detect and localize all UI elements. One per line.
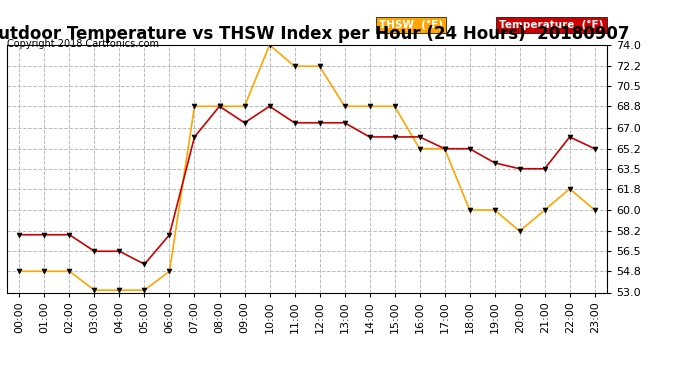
Title: Outdoor Temperature vs THSW Index per Hour (24 Hours)  20180907: Outdoor Temperature vs THSW Index per Ho… [0,26,630,44]
Text: THSW  (°F): THSW (°F) [379,20,443,30]
Text: Copyright 2018 Cartronics.com: Copyright 2018 Cartronics.com [7,39,159,50]
Text: Temperature  (°F): Temperature (°F) [499,20,604,30]
